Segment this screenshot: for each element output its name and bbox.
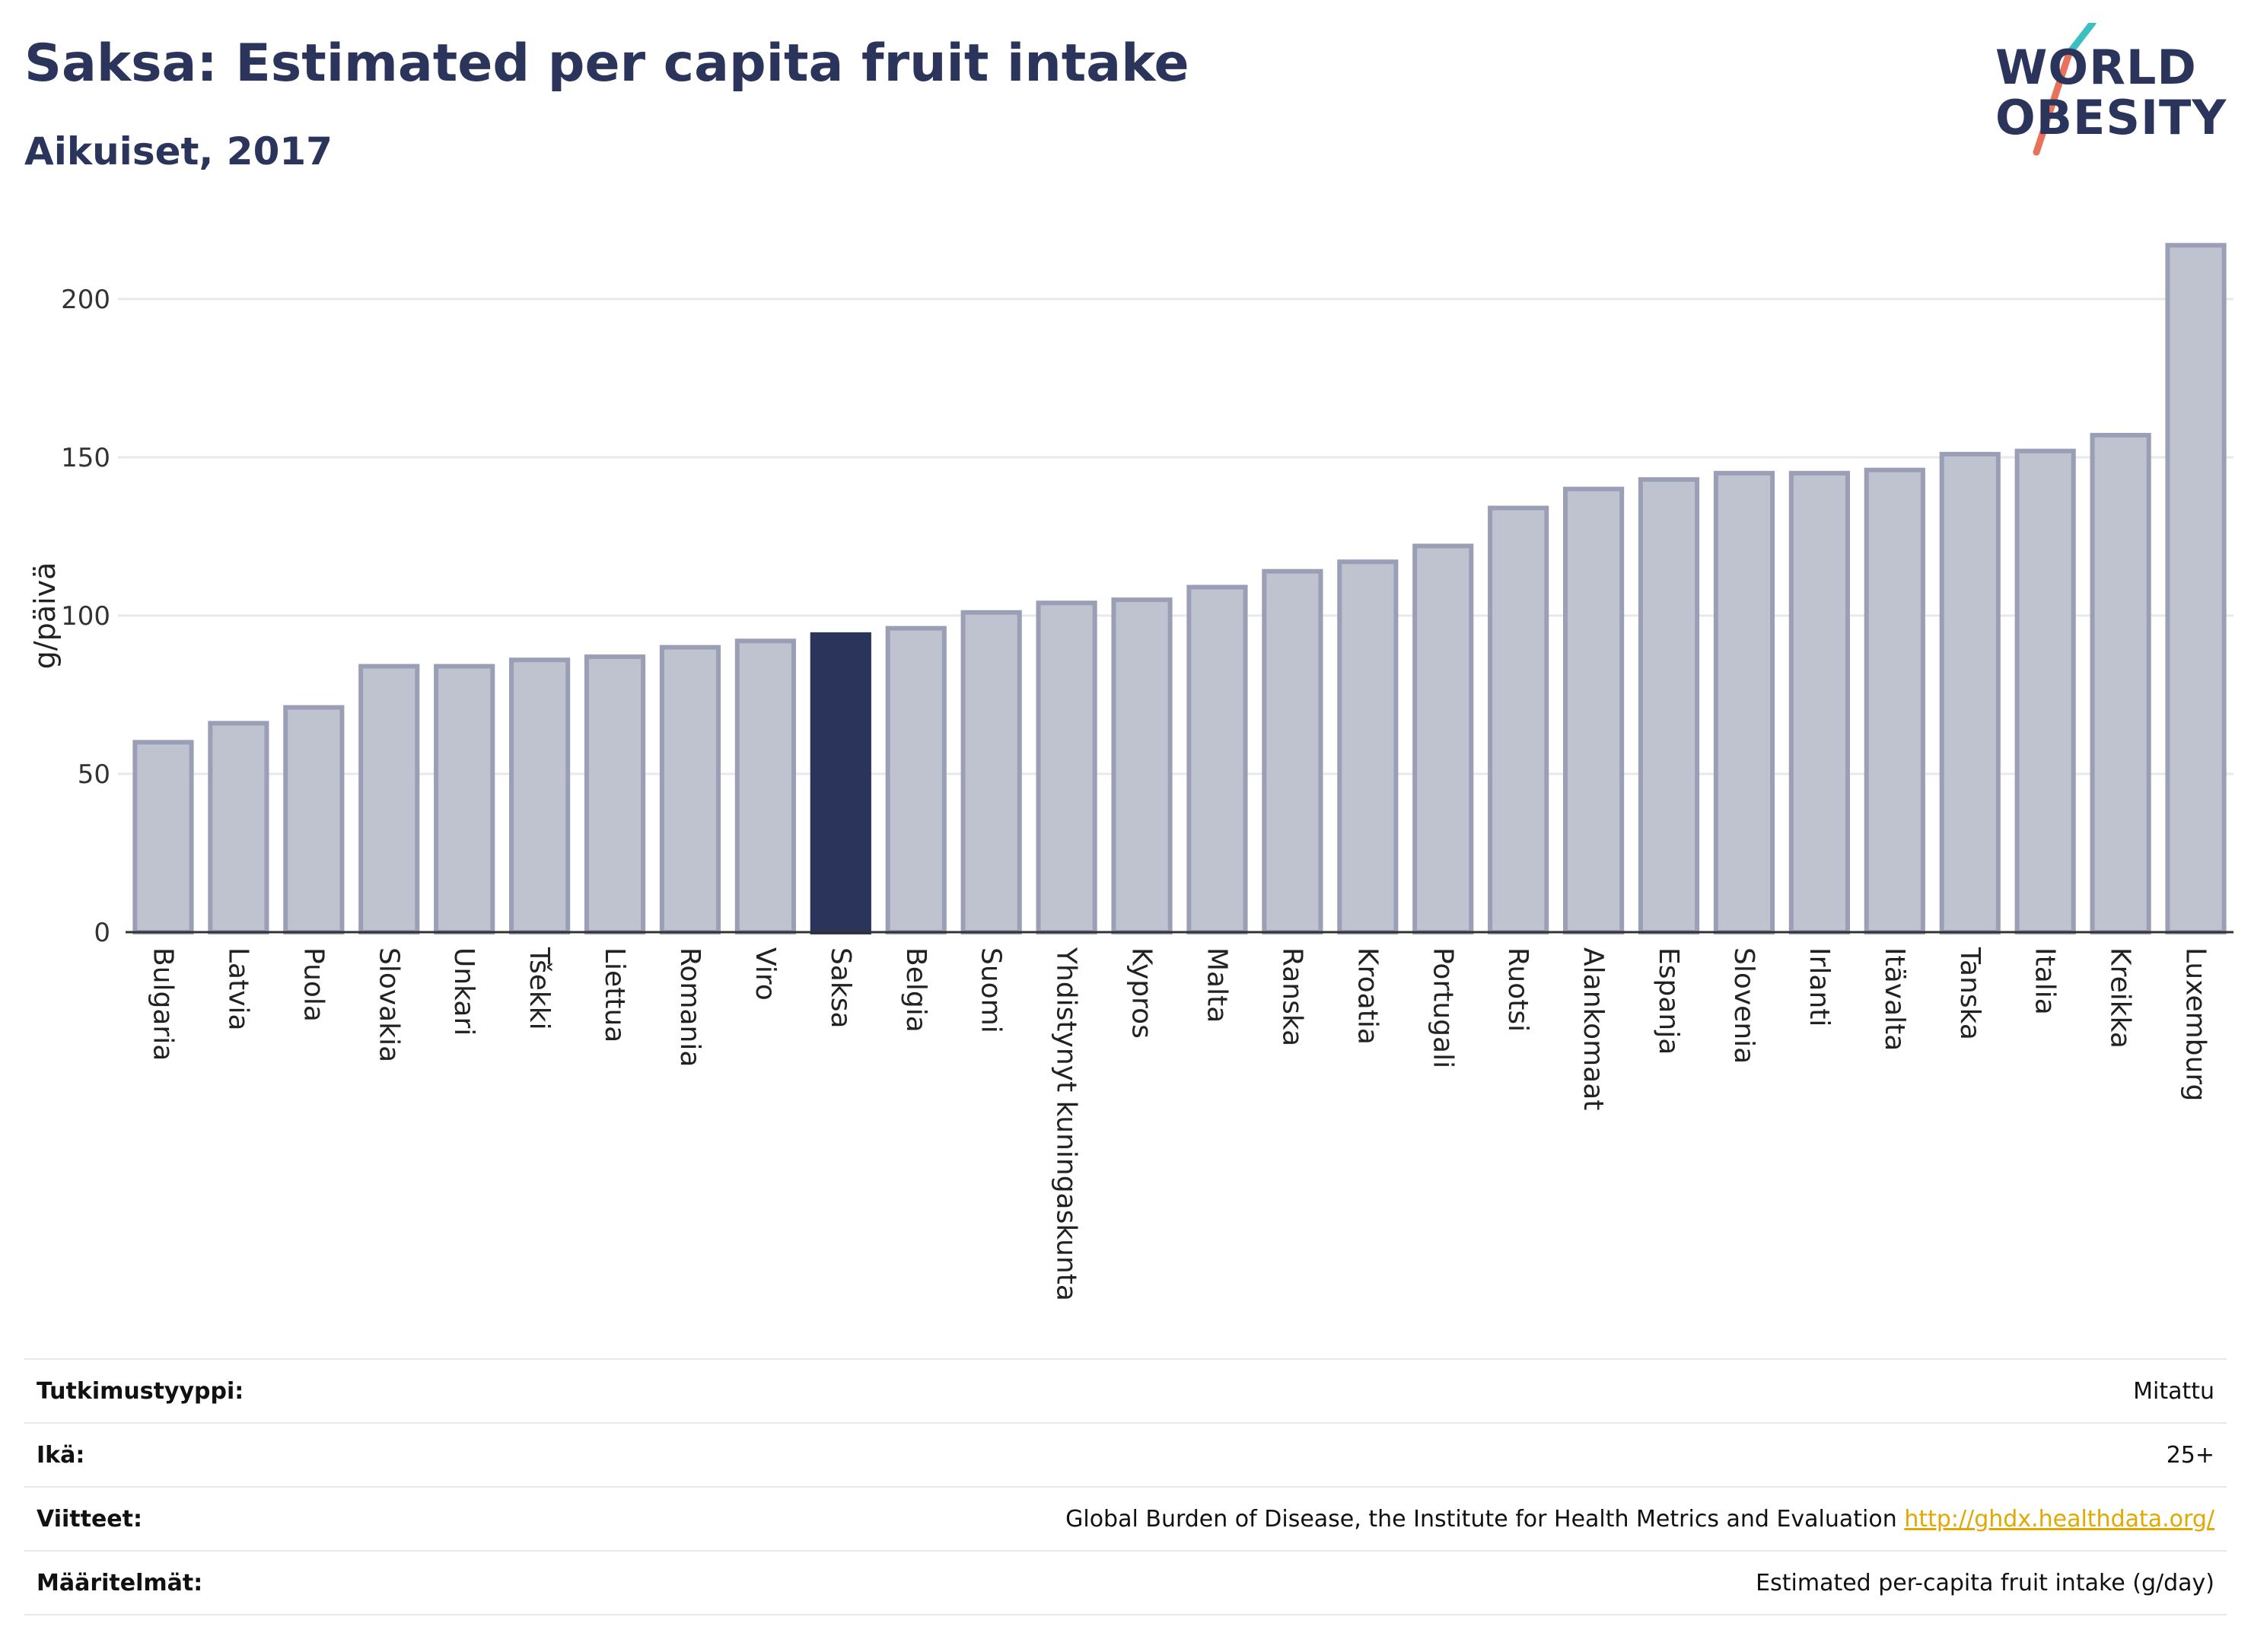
info-row: Tutkimustyyppi: Mitattu [24, 1358, 2227, 1422]
info-row: Määritelmät: Estimated per-capita fruit i… [24, 1550, 2227, 1615]
y-tick-label: 200 [61, 285, 110, 315]
info-value-text: Mitattu [2133, 1377, 2214, 1405]
y-tick-label: 100 [61, 601, 110, 632]
info-value-text: 25+ [2166, 1441, 2214, 1469]
bar-liettua [584, 654, 646, 935]
bar-luxemburg [2165, 243, 2227, 934]
info-row: Viitteet: Global Burden of Disease, the I… [24, 1486, 2227, 1550]
x-tick-label: Romania [674, 947, 705, 1067]
x-tick-label: Ruotsi [1502, 947, 1533, 1032]
bar-irlanti [1788, 470, 1850, 934]
x-tick-label: Tšekki [524, 947, 555, 1030]
bar-tšekki [509, 657, 571, 934]
x-tick-label: Saksa [825, 947, 856, 1029]
x-tick-label: Slovakia [373, 947, 404, 1062]
bar-chart: 0 50 100 150 200 Bulgaria Latvia Puola Slovakia… [28, 243, 2233, 1301]
x-tick-label: Kroatia [1352, 947, 1383, 1045]
bar-slovakia [358, 664, 420, 934]
x-tick-label: Kypros [1126, 947, 1157, 1039]
bar-tanska [1939, 451, 2001, 934]
x-tick-label: Bulgaria [147, 947, 178, 1061]
bar-kreikka [2090, 432, 2151, 934]
x-tick-label: Espanja [1653, 947, 1684, 1055]
info-table: Tutkimustyyppi: Mitattu Ikä: 25+ Viitteet: Gl… [24, 1358, 2227, 1615]
bars [132, 243, 2227, 935]
logo-slash-icon [2033, 23, 2097, 156]
x-tick-label: Yhdistynyt kuningaskunta [1051, 947, 1082, 1301]
bar-alankomaat [1563, 486, 1625, 935]
bar-espanja [1638, 477, 1700, 934]
bar-puola [283, 705, 345, 934]
x-tick-label: Unkari [448, 947, 479, 1036]
bar-ruotsi [1488, 505, 1549, 934]
x-tick-label: Slovenia [1728, 947, 1759, 1064]
bar-saksa [810, 632, 871, 935]
x-tick-label: Alankomaat [1578, 947, 1609, 1110]
info-key: Määritelmät: [37, 1569, 203, 1596]
world-obesity-logo: WORLD OBESITY [1979, 23, 2237, 160]
bar-itävalta [1864, 467, 1925, 934]
info-value: Estimated per-capita fruit intake (g/day… [1756, 1570, 2227, 1596]
bar-malta [1186, 584, 1248, 934]
reference-link[interactable]: http://ghdx.healthdata.org/ [1904, 1505, 2214, 1533]
x-tick-label: Itävalta [1879, 947, 1910, 1051]
info-key: Tutkimustyyppi: [37, 1377, 244, 1405]
bar-belgia [885, 625, 947, 934]
logo-line2: OBESITY [1995, 90, 2227, 145]
x-tick-label: Puola [298, 947, 329, 1022]
y-axis-ticks: 0 50 100 150 200 [61, 285, 110, 948]
bar-kroatia [1337, 559, 1399, 935]
info-value-text: Global Burden of Disease, the Institute … [1065, 1505, 1897, 1533]
logo-line1: WORLD [1995, 40, 2197, 95]
bar-ranska [1262, 568, 1323, 934]
bar-kypros [1111, 597, 1173, 934]
y-tick-label: 150 [61, 443, 110, 473]
bar-suomi [960, 610, 1022, 935]
bar-unkari [434, 664, 495, 934]
chart-title: Saksa: Estimated per capita fruit intake [24, 33, 1189, 94]
x-tick-label: Luxemburg [2180, 947, 2211, 1101]
info-key: Viitteet: [37, 1505, 142, 1533]
x-tick-label: Portugali [1427, 947, 1458, 1068]
info-key: Ikä: [37, 1441, 85, 1469]
bar-viro [734, 638, 796, 935]
x-axis-labels: Bulgaria Latvia Puola Slovakia Unkari Tšekki L… [147, 947, 2211, 1301]
chart-subtitle: Aikuiset, 2017 [24, 129, 333, 173]
info-value: Mitattu [2133, 1378, 2227, 1405]
x-tick-label: Malta [1201, 947, 1232, 1023]
y-axis-label: g/päivä [28, 562, 62, 670]
x-tick-label: Latvia [222, 947, 253, 1031]
bar-slovenia [1713, 470, 1775, 934]
info-row: Ikä: 25+ [24, 1422, 2227, 1486]
x-tick-label: Italia [2030, 947, 2061, 1015]
info-value-text: Estimated per-capita fruit intake (g/day… [1756, 1569, 2214, 1596]
x-tick-label: Ranska [1276, 947, 1307, 1046]
x-tick-label: Irlanti [1804, 947, 1835, 1027]
x-tick-label: Liettua [599, 947, 630, 1042]
bar-italia [2014, 448, 2076, 934]
x-tick-label: Tanska [1954, 947, 1985, 1040]
bar-portugali [1412, 543, 1474, 934]
x-tick-label: Viro [750, 947, 781, 1001]
bar-latvia [208, 721, 269, 934]
bar-romania [659, 645, 721, 934]
y-tick-label: 0 [94, 918, 110, 948]
x-tick-label: Belgia [900, 947, 931, 1033]
y-tick-label: 50 [78, 759, 110, 790]
bar-bulgaria [132, 740, 194, 935]
info-value: Global Burden of Disease, the Institute … [1065, 1506, 2227, 1533]
x-tick-label: Suomi [976, 947, 1007, 1033]
info-value: 25+ [2167, 1442, 2227, 1469]
bar-yhdistynyt-kuningaskunta [1036, 600, 1097, 934]
x-tick-label: Kreikka [2105, 947, 2136, 1049]
